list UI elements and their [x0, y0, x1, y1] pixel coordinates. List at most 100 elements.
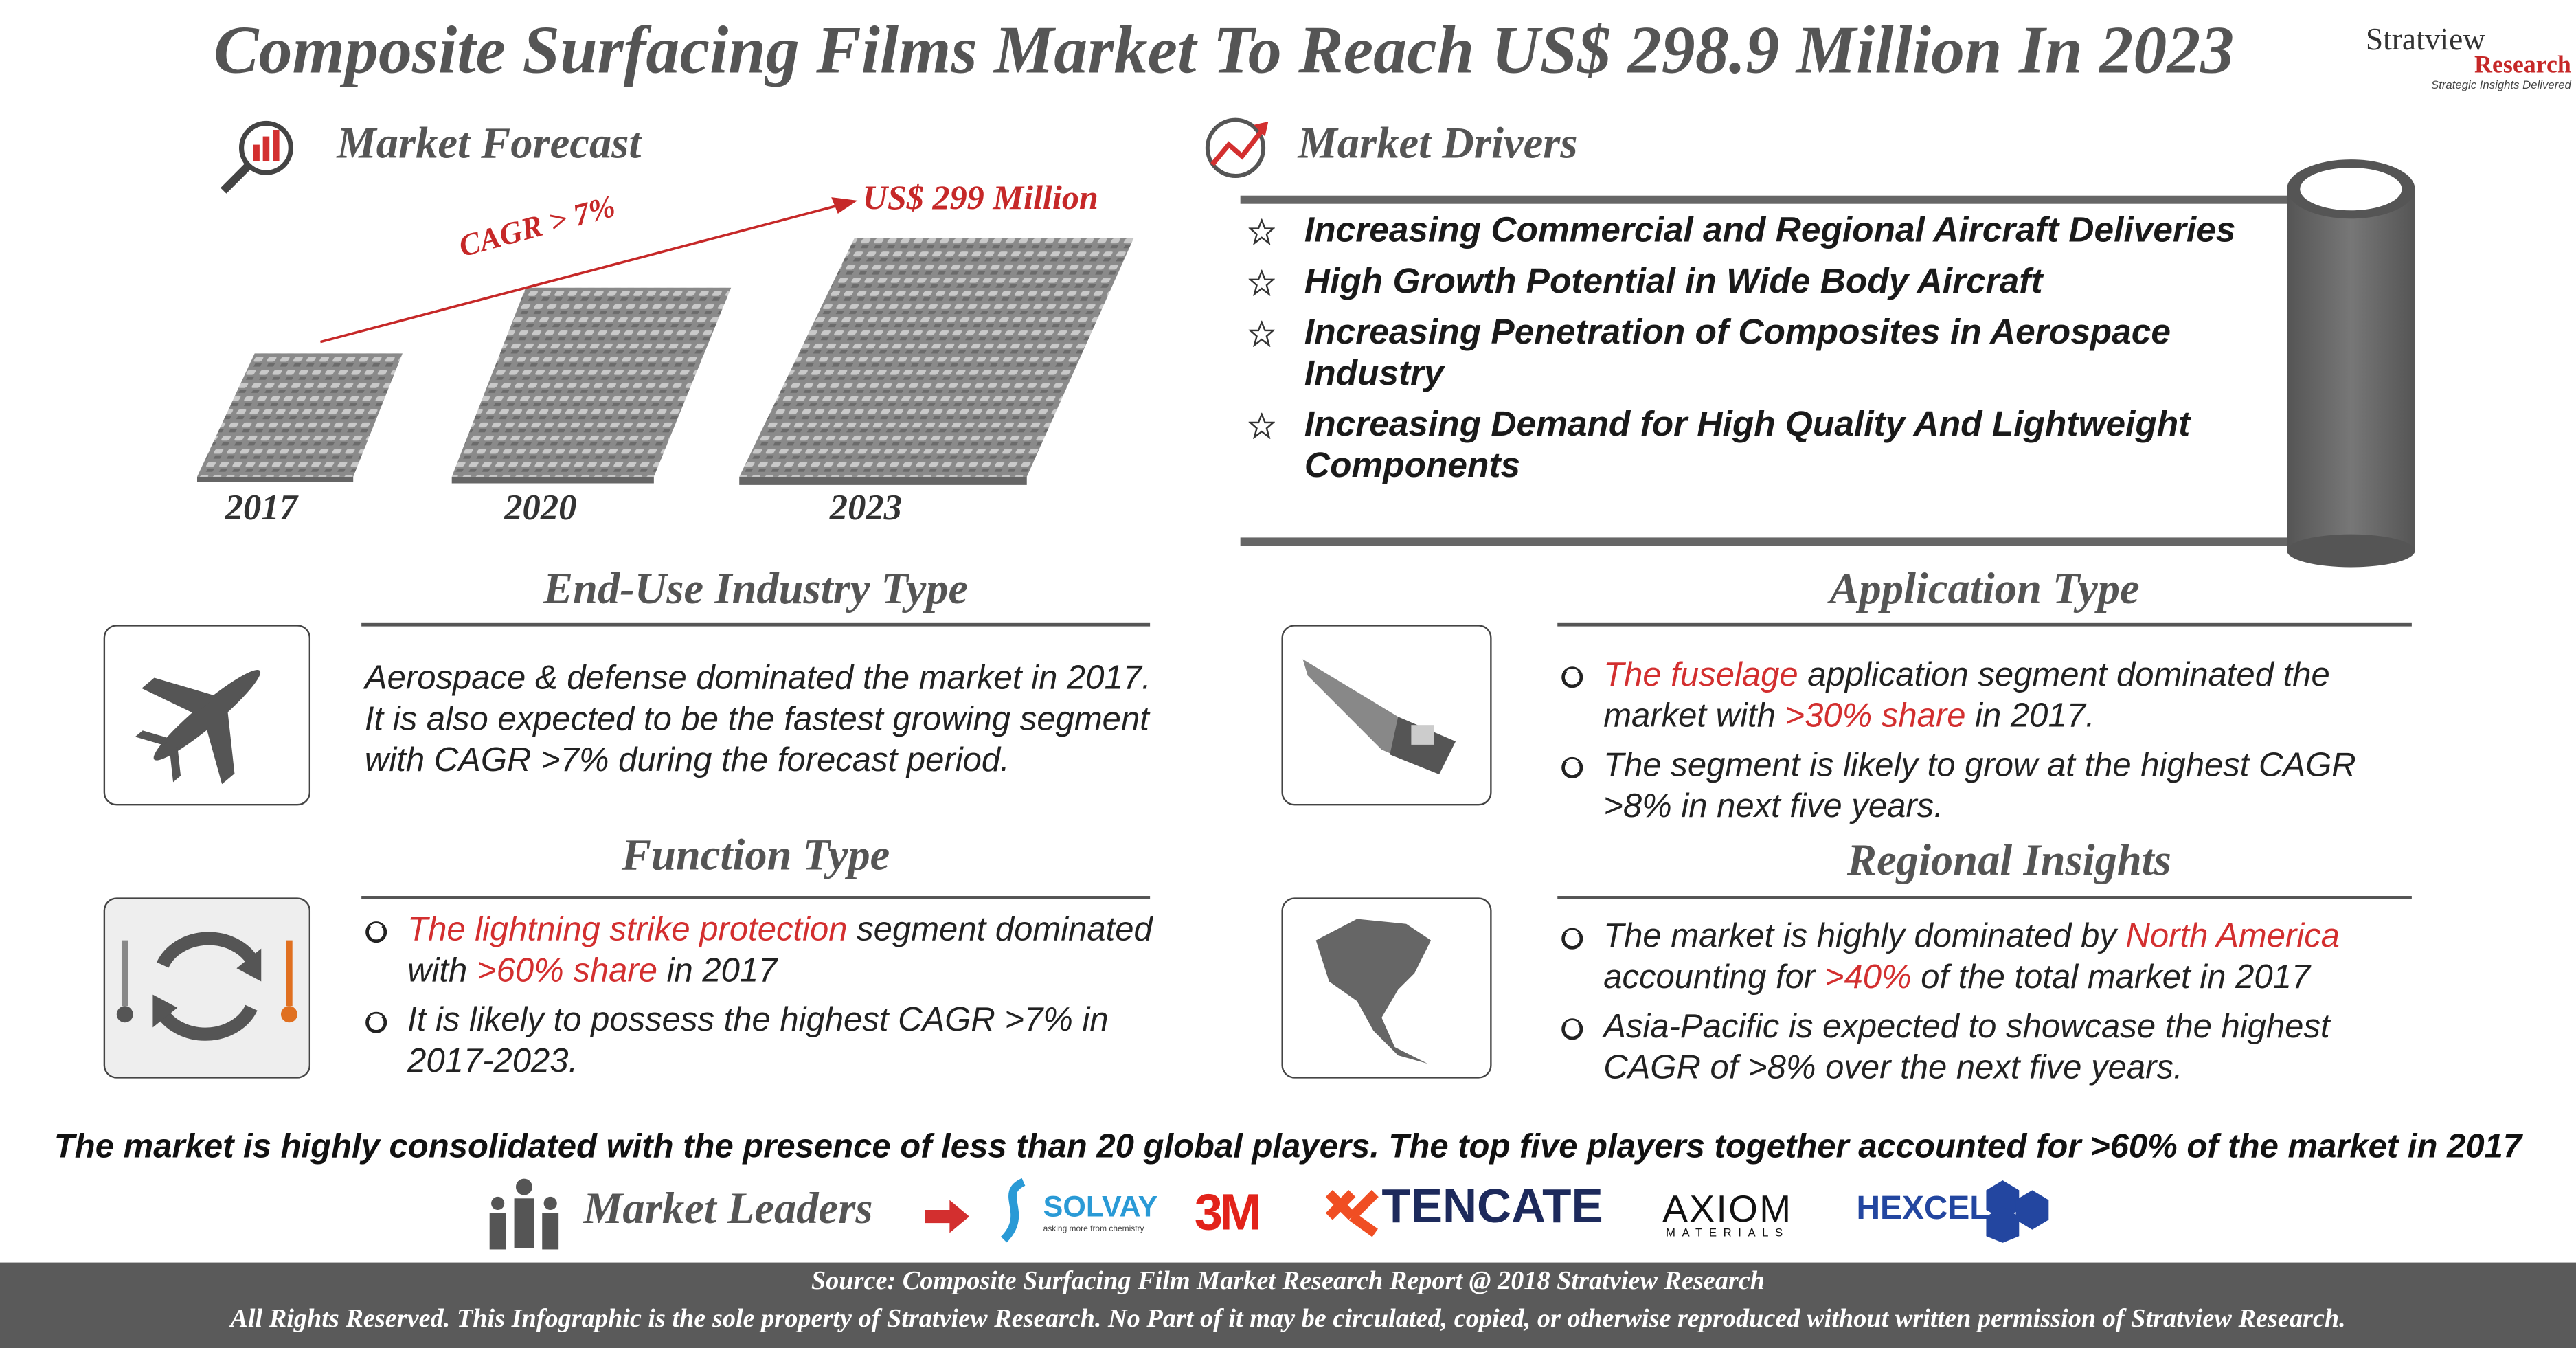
- text-run: The lightning strike protection: [407, 910, 848, 949]
- title: Composite Surfacing Films Market To Reac…: [214, 11, 2235, 87]
- text-run: It is likely to possess the highest CAGR…: [407, 1001, 1118, 1081]
- driver-text: Increasing Commercial and Regional Aircr…: [1304, 210, 2236, 250]
- company-name: AXIOM: [1662, 1187, 1793, 1230]
- section-heading: Application Type: [1829, 563, 2140, 614]
- company-name: 3M: [1194, 1183, 1262, 1242]
- section-rule: [1557, 622, 2412, 626]
- slabs: [196, 238, 1134, 485]
- star-bullet: [1248, 320, 1275, 347]
- logo: Stratview Research Strategic Insights Deli…: [2366, 23, 2571, 91]
- bullet-text: It is likely to possess the highest CAGR…: [407, 1000, 1195, 1082]
- driver-text: Increasing Penetration of Composites in …: [1304, 312, 2171, 393]
- solvay-mark: [1000, 1178, 1026, 1243]
- drivers-frame: [1240, 159, 2415, 568]
- leaders-icon: [489, 1178, 559, 1250]
- forecast-heading: Market Forecast: [337, 118, 642, 168]
- leaders-heading: Market Leaders: [583, 1183, 873, 1233]
- company-text: SOLVAY asking more from chemistry: [1043, 1177, 1158, 1235]
- text-run: The segment is likely to grow at the hig…: [1603, 746, 2366, 826]
- text-run: in 2017: [657, 952, 778, 990]
- company-tagline: MATERIALS: [1666, 1228, 1789, 1240]
- footer-rights: All Rights Reserved. This Infographic is…: [230, 1305, 2346, 1334]
- text-run: >30% share: [1785, 697, 1966, 735]
- bullet: The segment is likely to grow at the hig…: [1561, 745, 2415, 827]
- section-rule: [1557, 896, 2412, 899]
- driver-text: High Growth Potential in Wide Body Aircr…: [1304, 261, 2043, 301]
- company-name: TENCATE: [1381, 1181, 1603, 1234]
- section-heading: Regional Insights: [1846, 835, 2171, 885]
- bullet: Asia-Pacific is expected to showcase the…: [1561, 1006, 2424, 1088]
- plane-icon: [135, 669, 261, 785]
- forecast-icon: [221, 120, 293, 194]
- target-label: US$ 299 Million: [862, 177, 1098, 217]
- company-logo: SOLVAY asking more from chemistry: [994, 1177, 1157, 1246]
- text-run: segment dominated with: [407, 910, 1162, 990]
- logo-tagline: Strategic Insights Delivered: [2431, 80, 2571, 92]
- bullet: It is likely to possess the highest CAGR…: [365, 1000, 1195, 1082]
- text-run: The market is highly dominated by: [1603, 917, 2126, 956]
- section-rule: [361, 622, 1151, 626]
- section-body: The market is highly dominated by North …: [1561, 916, 2424, 1097]
- text-run: Asia-Pacific is expected to showcase the…: [1603, 1007, 2340, 1087]
- map-icon-box: [1281, 897, 1492, 1079]
- text-run: application segment dominated the market…: [1603, 655, 2340, 735]
- bullet-icon: [365, 921, 387, 943]
- text-run: >60% share: [476, 952, 657, 990]
- cycle-icon-box: [103, 897, 311, 1079]
- summary: The market is highly consolidated with t…: [54, 1127, 2522, 1166]
- star-bullet: [1248, 218, 1275, 245]
- growth-arrow: [319, 197, 858, 344]
- bullet-icon: [365, 1011, 387, 1033]
- map-icon: [1315, 919, 1432, 1064]
- bullet-text: The market is highly dominated by North …: [1603, 916, 2423, 998]
- company-logo: HEXCEL: [1857, 1177, 2053, 1243]
- section-heading: Function Type: [621, 830, 890, 880]
- text-run: accounting for: [1603, 917, 2349, 996]
- bullet-icon: [1561, 756, 1583, 778]
- section-heading: End-Use Industry Type: [543, 563, 969, 614]
- company-name: HEXCEL: [1856, 1191, 1990, 1228]
- year-label: 2017: [225, 486, 297, 528]
- company-tagline: asking more from chemistry: [1043, 1224, 1144, 1235]
- driver-item: Increasing Penetration of Composites in …: [1248, 312, 2268, 395]
- text-run: >40%: [1824, 958, 1912, 996]
- bullet: The fuselage application segment dominat…: [1561, 654, 2415, 737]
- company-text: AXIOM MATERIALS: [1662, 1187, 1792, 1240]
- text-run: The fuselage: [1603, 655, 1798, 694]
- logo-name: Stratview: [2365, 23, 2486, 58]
- star-bullet: [1248, 412, 1275, 439]
- section-text: Aerospace & defense dominated the market…: [364, 659, 1151, 780]
- star-bullet: [1248, 269, 1275, 296]
- bullet-text: The fuselage application segment dominat…: [1603, 654, 2415, 737]
- footer-band: [0, 1262, 2576, 1348]
- fuselage-icon-box: [1281, 625, 1492, 806]
- bullet: The lightning strike protection segment …: [365, 909, 1195, 991]
- driver-item: Increasing Demand for High Quality And L…: [1248, 404, 2268, 487]
- company-logo: TENCATE: [1322, 1177, 1603, 1239]
- drivers-list: Increasing Commercial and Regional Aircr…: [1248, 210, 2268, 496]
- fuselage-icon: [1302, 659, 1456, 774]
- logo-sub: Research: [2474, 52, 2571, 79]
- text-run: North America: [2125, 917, 2340, 956]
- text-run: of the total market in 2017: [1911, 958, 2311, 996]
- section-body: The fuselage application segment dominat…: [1561, 654, 2415, 835]
- company-logo: AXIOM MATERIALS: [1662, 1177, 1792, 1240]
- tencate-mark: [1325, 1190, 1379, 1237]
- driver-item: High Growth Potential in Wide Body Aircr…: [1248, 261, 2268, 302]
- plane-icon-box: [103, 625, 311, 806]
- section-rule: [361, 896, 1151, 899]
- footer-source: Source: Composite Surfacing Film Market …: [811, 1267, 1765, 1296]
- bullet-text: The lightning strike protection segment …: [407, 909, 1195, 991]
- bullet-text: Asia-Pacific is expected to showcase the…: [1603, 1006, 2423, 1088]
- cycle-icon: [116, 932, 297, 1041]
- bullet-icon: [1561, 666, 1583, 688]
- company-logo: 3M: [1194, 1177, 1262, 1243]
- bullet-icon: [1561, 1018, 1583, 1040]
- year-label: 2020: [504, 486, 577, 528]
- hexcel-mark: [1986, 1180, 2049, 1243]
- bullet-text: The segment is likely to grow at the hig…: [1603, 745, 2415, 827]
- bullet: The market is highly dominated by North …: [1561, 916, 2424, 998]
- driver-text: Increasing Demand for High Quality And L…: [1304, 404, 2191, 485]
- drivers-icon: [1205, 117, 1269, 179]
